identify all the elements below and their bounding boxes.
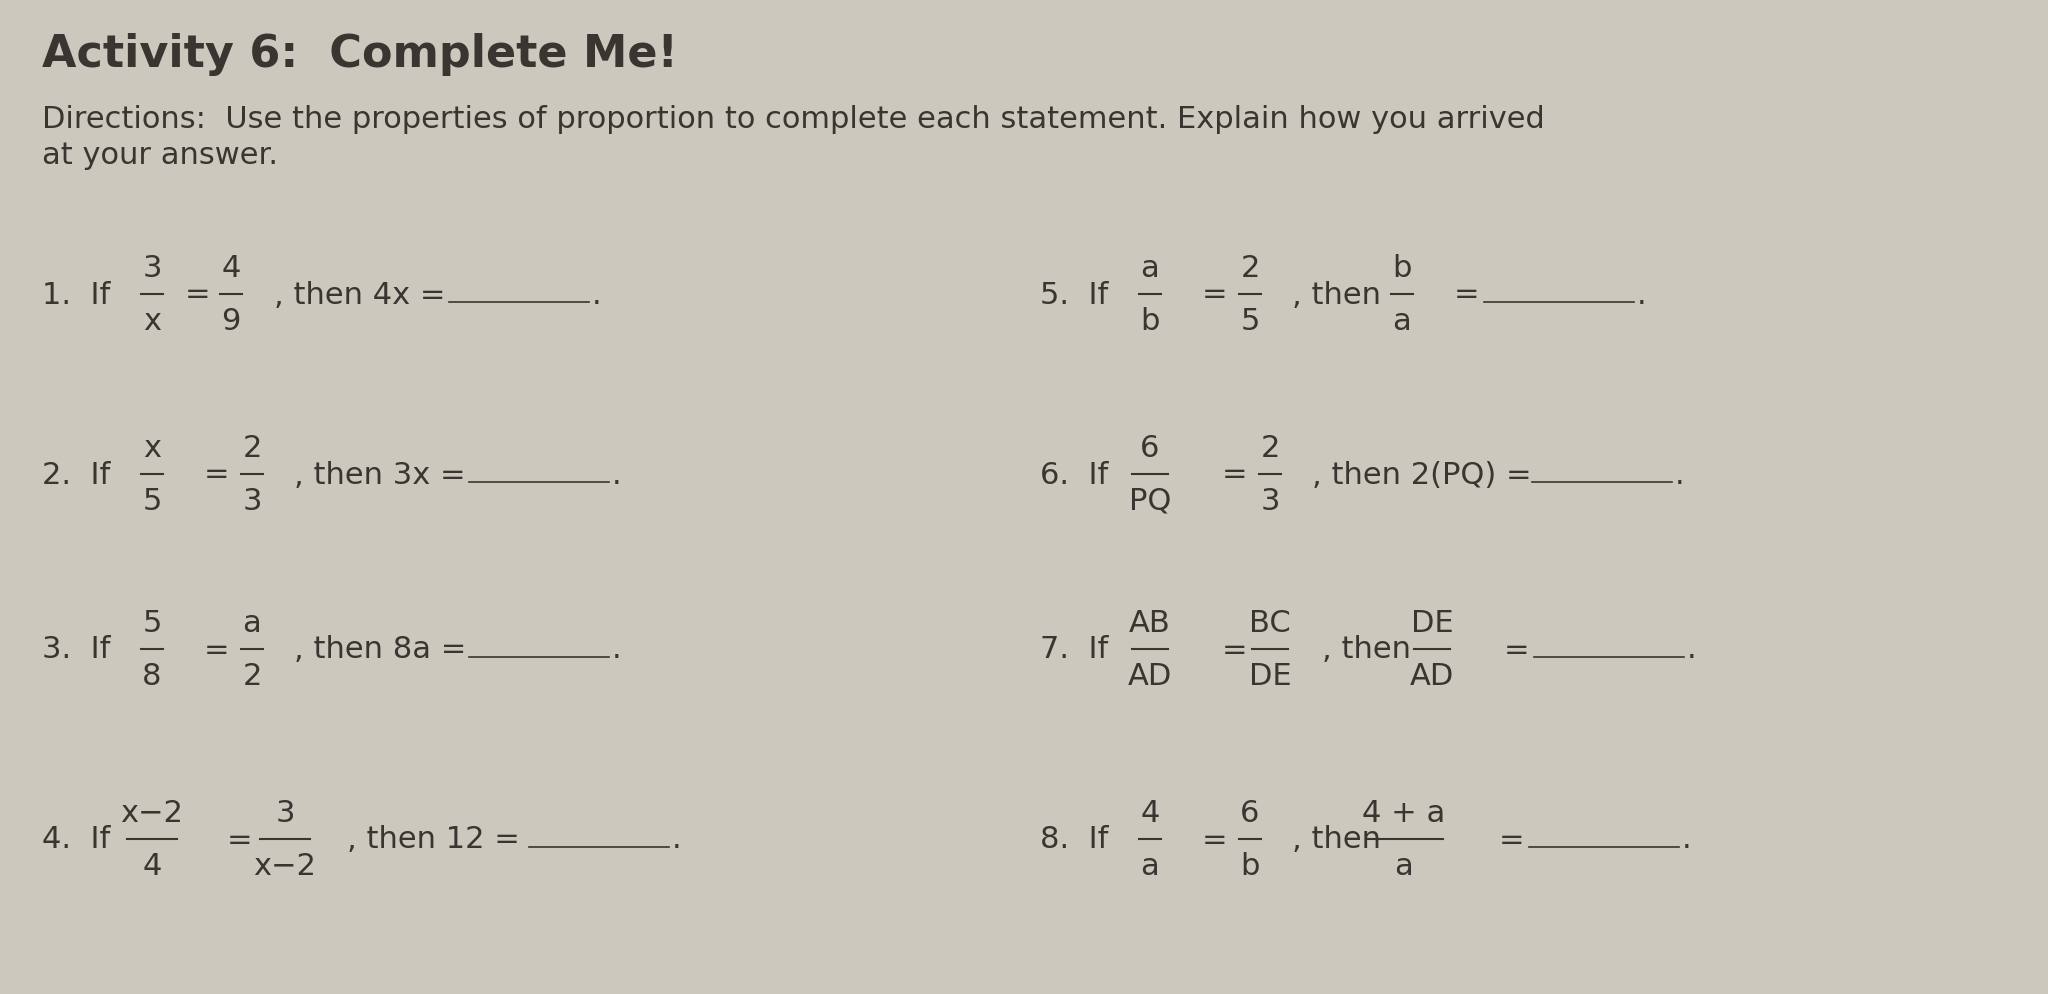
Text: 6.  If: 6. If (1040, 460, 1108, 489)
Text: 2: 2 (242, 434, 262, 463)
Text: PQ: PQ (1128, 486, 1171, 515)
Text: a: a (242, 609, 262, 638)
Text: x: x (143, 434, 162, 463)
Text: =: = (1503, 635, 1530, 664)
Text: =: = (1202, 280, 1227, 309)
Text: 3: 3 (242, 486, 262, 515)
Text: =: = (227, 825, 252, 854)
Text: BC: BC (1249, 609, 1290, 638)
Text: 8.  If: 8. If (1040, 825, 1108, 854)
Text: at your answer.: at your answer. (43, 140, 279, 169)
Text: Directions:  Use the properties of proportion to complete each statement. Explai: Directions: Use the properties of propor… (43, 105, 1544, 134)
Text: =: = (1223, 635, 1247, 664)
Text: 9: 9 (221, 306, 242, 335)
Text: 5: 5 (141, 486, 162, 515)
Text: Activity 6:  Complete Me!: Activity 6: Complete Me! (43, 34, 678, 77)
Text: , then 4x =: , then 4x = (274, 280, 444, 309)
Text: 3: 3 (274, 798, 295, 828)
Text: .: . (672, 825, 682, 854)
Text: =: = (1223, 460, 1247, 489)
Text: =: = (1454, 280, 1479, 309)
Text: a: a (1393, 306, 1411, 335)
Text: , then: , then (1323, 635, 1411, 664)
Text: =: = (184, 280, 211, 309)
Text: x−2: x−2 (254, 851, 317, 880)
Text: .: . (1681, 825, 1692, 854)
Text: 5: 5 (141, 609, 162, 638)
Text: 3: 3 (1260, 486, 1280, 515)
Text: , then 8a =: , then 8a = (295, 635, 467, 664)
Text: AD: AD (1128, 661, 1171, 690)
Text: 1.  If: 1. If (43, 280, 111, 309)
Text: b: b (1141, 306, 1159, 335)
Text: 2: 2 (1241, 254, 1260, 283)
Text: 7.  If: 7. If (1040, 635, 1108, 664)
Text: .: . (1675, 460, 1686, 489)
Text: 3: 3 (141, 254, 162, 283)
Text: 6: 6 (1141, 434, 1159, 463)
Text: .: . (1688, 635, 1696, 664)
Text: =: = (205, 635, 229, 664)
Text: 3.  If: 3. If (43, 635, 111, 664)
Text: 2.  If: 2. If (43, 460, 111, 489)
Text: AD: AD (1409, 661, 1454, 690)
Text: DE: DE (1249, 661, 1292, 690)
Text: , then 12 =: , then 12 = (346, 825, 520, 854)
Text: 2: 2 (242, 661, 262, 690)
Text: 4 + a: 4 + a (1362, 798, 1446, 828)
Text: , then 3x =: , then 3x = (295, 460, 465, 489)
Text: 4: 4 (141, 851, 162, 880)
Text: 5: 5 (1241, 306, 1260, 335)
Text: AB: AB (1128, 609, 1171, 638)
Text: 4.  If: 4. If (43, 825, 111, 854)
Text: , then: , then (1292, 280, 1380, 309)
Text: b: b (1241, 851, 1260, 880)
Text: .: . (612, 635, 623, 664)
Text: , then: , then (1292, 825, 1380, 854)
Text: .: . (1636, 280, 1647, 309)
Text: x: x (143, 306, 162, 335)
Text: 4: 4 (221, 254, 242, 283)
Text: a: a (1395, 851, 1413, 880)
Text: 5.  If: 5. If (1040, 280, 1108, 309)
Text: 8: 8 (141, 661, 162, 690)
Text: a: a (1141, 851, 1159, 880)
Text: 2: 2 (1260, 434, 1280, 463)
Text: , then 2(PQ) =: , then 2(PQ) = (1313, 460, 1532, 489)
Text: =: = (1202, 825, 1227, 854)
Text: b: b (1393, 254, 1411, 283)
Text: 6: 6 (1241, 798, 1260, 828)
Text: x−2: x−2 (121, 798, 184, 828)
Text: =: = (1499, 825, 1524, 854)
Text: =: = (205, 460, 229, 489)
Text: a: a (1141, 254, 1159, 283)
Text: .: . (612, 460, 623, 489)
Text: DE: DE (1411, 609, 1454, 638)
Text: .: . (592, 280, 602, 309)
Text: 4: 4 (1141, 798, 1159, 828)
